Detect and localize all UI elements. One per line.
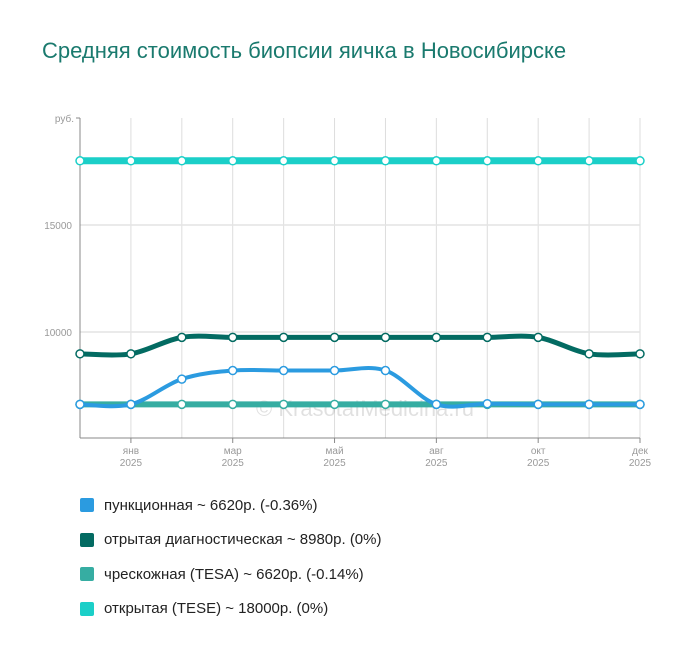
x-tick-label: янв bbox=[123, 446, 139, 457]
data-point bbox=[329, 156, 340, 166]
data-point bbox=[278, 399, 289, 410]
y-tick-label: 15000 bbox=[44, 221, 72, 232]
data-point bbox=[329, 365, 340, 376]
x-tick-year: 2025 bbox=[629, 458, 652, 469]
data-point bbox=[126, 399, 136, 410]
data-point bbox=[126, 156, 136, 166]
data-point bbox=[635, 156, 645, 166]
x-tick-year: 2025 bbox=[120, 458, 143, 469]
data-point bbox=[431, 332, 442, 343]
legend-swatch bbox=[80, 498, 94, 513]
legend-swatch bbox=[80, 532, 94, 547]
data-point bbox=[227, 156, 238, 166]
x-tick-label: окт bbox=[531, 446, 546, 457]
data-point bbox=[533, 332, 543, 343]
line-chart: 1000015000руб.янв2025мар2025май2025авг20… bbox=[44, 113, 652, 469]
data-point bbox=[227, 332, 238, 343]
data-point bbox=[227, 365, 238, 376]
legend-swatch bbox=[80, 567, 94, 582]
data-point bbox=[177, 156, 187, 166]
x-tick-year: 2025 bbox=[323, 458, 346, 469]
data-point bbox=[431, 399, 442, 410]
data-point bbox=[75, 349, 85, 359]
legend-label: открытая (TESE) ~ 18000р. (0%) bbox=[104, 600, 329, 618]
data-point bbox=[482, 332, 493, 343]
data-point bbox=[75, 399, 85, 410]
data-point bbox=[584, 399, 594, 410]
data-point bbox=[126, 349, 136, 359]
data-point bbox=[227, 399, 238, 410]
chart-title: Средняя стоимость биопсии яичка в Новоси… bbox=[42, 38, 567, 63]
data-point bbox=[177, 399, 187, 410]
x-tick-year: 2025 bbox=[222, 458, 245, 469]
data-point bbox=[482, 156, 493, 166]
data-point bbox=[533, 399, 543, 410]
data-point bbox=[635, 399, 645, 410]
data-point bbox=[177, 374, 187, 384]
legend-swatch bbox=[80, 601, 94, 616]
x-tick-label: авг bbox=[429, 446, 444, 457]
data-point bbox=[584, 349, 594, 359]
data-point bbox=[329, 399, 340, 410]
data-point bbox=[380, 156, 391, 166]
legend-label: чрескожная (TESA) ~ 6620р. (-0.14%) bbox=[104, 565, 364, 583]
x-tick-label: мар bbox=[224, 446, 242, 457]
data-point bbox=[278, 156, 289, 166]
y-tick-label: 10000 bbox=[44, 328, 72, 339]
x-tick-label: май bbox=[326, 446, 344, 457]
data-point bbox=[75, 156, 85, 166]
data-point bbox=[177, 332, 187, 343]
watermark: © KrasotaIMedicina.ru bbox=[256, 396, 474, 421]
data-point bbox=[635, 349, 645, 359]
x-tick-label: дек bbox=[632, 446, 648, 457]
data-point bbox=[380, 399, 391, 410]
data-point bbox=[533, 156, 543, 166]
data-point bbox=[329, 332, 340, 343]
legend-item[interactable]: открытая (TESE) ~ 18000р. (0%) bbox=[80, 592, 382, 627]
legend: пункционная ~ 6620р. (-0.36%) отрытая диа… bbox=[80, 488, 382, 626]
series-line-1 bbox=[77, 333, 643, 358]
data-point bbox=[584, 156, 594, 166]
data-point bbox=[380, 332, 391, 343]
legend-item[interactable]: чрескожная (TESA) ~ 6620р. (-0.14%) bbox=[80, 557, 382, 592]
legend-label: отрытая диагностическая ~ 8980р. (0%) bbox=[104, 531, 382, 549]
x-tick-year: 2025 bbox=[425, 458, 448, 469]
data-point bbox=[278, 332, 289, 343]
data-point bbox=[482, 398, 493, 409]
data-point bbox=[431, 156, 442, 166]
legend-item[interactable]: отрытая диагностическая ~ 8980р. (0%) bbox=[80, 523, 382, 558]
legend-label: пункционная ~ 6620р. (-0.36%) bbox=[104, 496, 318, 514]
x-tick-year: 2025 bbox=[527, 458, 550, 469]
data-point bbox=[380, 365, 391, 376]
y-axis-label: руб. bbox=[55, 113, 74, 125]
data-point bbox=[278, 365, 289, 376]
legend-item[interactable]: пункционная ~ 6620р. (-0.36%) bbox=[80, 488, 382, 523]
